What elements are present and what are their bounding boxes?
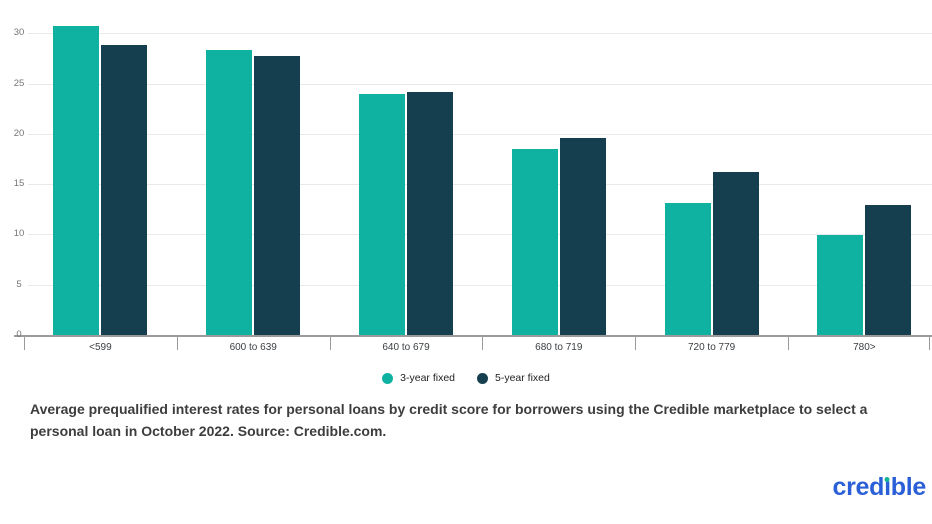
y-axis-tick-label: 0: [16, 329, 22, 340]
bar-5-year-fixed: [254, 56, 301, 335]
x-axis-tick: [24, 337, 25, 350]
bar-5-year-fixed: [101, 45, 148, 335]
y-axis-tick-label: 30: [13, 27, 25, 39]
x-axis-category-label: 680 to 719: [535, 342, 583, 353]
gridline: [28, 184, 932, 186]
y-axis-tick-label: 25: [13, 77, 25, 89]
bar-3-year-fixed: [817, 235, 864, 335]
gridline: [28, 33, 932, 35]
x-axis-category-label: <599: [89, 342, 112, 353]
legend-item-5-year-fixed: 5-year fixed: [477, 372, 550, 384]
x-axis-line: [14, 335, 932, 337]
logo-i-dot-icon: [884, 476, 890, 482]
gridline: [28, 83, 932, 85]
bar-5-year-fixed: [712, 172, 759, 335]
logo-letter-i: ı: [884, 473, 891, 501]
x-axis-category-label: 600 to 639: [229, 342, 277, 353]
legend-label: 3-year fixed: [400, 372, 455, 384]
gridline: [28, 284, 932, 286]
legend-item-3-year-fixed: 3-year fixed: [382, 372, 455, 384]
y-axis-tick-label: 10: [13, 228, 25, 240]
x-axis-category-label: 780>: [853, 342, 876, 353]
bar-3-year-fixed: [53, 26, 100, 335]
y-axis-tick-label: 15: [13, 178, 25, 190]
x-axis-category-label: 640 to 679: [382, 342, 430, 353]
plot-area: 0 5 10 15 20 25 30: [13, 26, 932, 340]
x-axis: <599 600 to 639 640 to 679 680 to 719 720 to…: [0, 337, 932, 363]
legend-swatch-icon: [382, 372, 394, 384]
x-axis-tick: [482, 337, 484, 350]
bar-3-year-fixed: [206, 50, 253, 335]
legend-swatch-icon: [477, 372, 488, 384]
x-axis-tick: [176, 337, 178, 350]
x-axis-tick: [788, 337, 789, 350]
credible-logo: cred ıble: [833, 475, 927, 500]
y-axis-tick-label: 20: [13, 127, 25, 139]
bar-5-year-fixed: [865, 205, 912, 335]
bar-3-year-fixed: [511, 148, 558, 335]
chart-caption: Average prequalified interest rates for …: [30, 401, 868, 439]
bar-3-year-fixed: [359, 93, 405, 335]
legend-label: 5-year fixed: [495, 372, 550, 384]
chart-legend: 3-year fixed 5-year fixed: [0, 372, 932, 384]
x-axis-tick: [635, 337, 637, 350]
bar-5-year-fixed: [407, 91, 453, 335]
bar-3-year-fixed: [664, 203, 711, 335]
x-axis-tick: [329, 337, 331, 350]
gridline: [28, 133, 932, 135]
y-axis-tick-label: 5: [16, 278, 22, 290]
x-axis-category-label: 720 to 779: [687, 342, 736, 353]
logo-text: ble: [890, 473, 927, 501]
gridline: [28, 234, 932, 236]
x-axis-tick: [929, 337, 930, 350]
logo-text: cred: [832, 473, 885, 501]
bar-5-year-fixed: [559, 137, 606, 335]
